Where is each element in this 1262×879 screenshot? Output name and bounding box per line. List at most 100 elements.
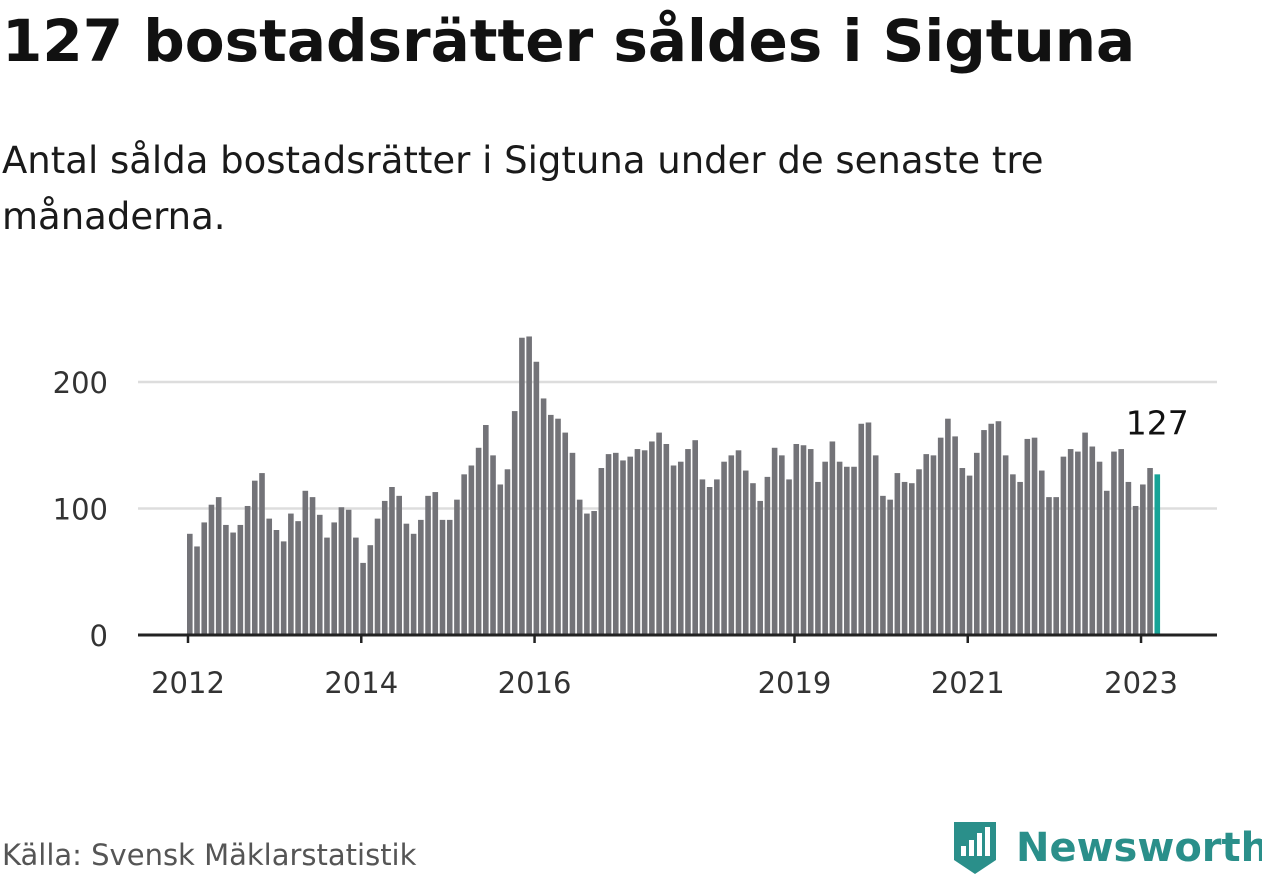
bar	[1002, 455, 1009, 635]
source-note: Källa: Svensk Mäklarstatistik	[2, 838, 417, 872]
bar	[786, 479, 792, 635]
bar	[454, 499, 460, 635]
bars	[187, 336, 1161, 636]
bar	[1096, 461, 1103, 635]
bar	[266, 518, 273, 635]
bar	[504, 469, 511, 635]
bar	[742, 470, 749, 635]
bar	[410, 533, 417, 635]
bar	[959, 468, 966, 635]
bar	[649, 441, 655, 635]
bar	[439, 519, 446, 635]
bar	[1067, 449, 1074, 635]
bar	[771, 447, 778, 635]
bar	[1017, 481, 1023, 635]
bar	[251, 480, 258, 635]
bar	[244, 505, 251, 635]
bar	[331, 522, 337, 635]
bar	[706, 487, 713, 635]
bar	[605, 454, 612, 635]
x-tick-label-2012: 2012	[151, 666, 225, 700]
bar	[432, 492, 439, 635]
bar	[497, 484, 504, 635]
bar	[511, 411, 518, 635]
bar	[295, 521, 301, 635]
bar	[194, 546, 200, 635]
bar	[1053, 497, 1059, 635]
bar	[909, 483, 915, 635]
bar	[988, 423, 995, 635]
bar	[612, 452, 619, 635]
bar	[215, 497, 222, 635]
bar	[201, 522, 208, 635]
bar	[930, 455, 937, 635]
bar	[685, 449, 691, 635]
bar	[937, 437, 944, 635]
bar	[288, 513, 294, 635]
bar	[627, 456, 634, 635]
bar	[598, 468, 605, 635]
bar	[692, 440, 698, 635]
bar	[273, 530, 280, 635]
bar	[1031, 437, 1038, 635]
bar	[858, 423, 865, 635]
bar	[526, 336, 532, 635]
bar	[1089, 446, 1096, 635]
brand-logo: Newsworthy	[950, 818, 1262, 878]
bar	[259, 473, 265, 635]
bar	[1010, 474, 1016, 635]
x-tick-label-2016: 2016	[498, 666, 572, 700]
bar	[519, 337, 525, 635]
x-tick-label-2023: 2023	[1104, 666, 1178, 700]
bar	[829, 441, 836, 635]
bar	[475, 447, 482, 635]
bar	[750, 483, 756, 635]
bar	[562, 432, 569, 635]
bar	[367, 545, 374, 635]
bar	[1118, 449, 1124, 635]
bar	[634, 449, 641, 635]
bar	[822, 461, 828, 635]
bar	[800, 445, 807, 635]
chart-title: 127 bostadsrätter såldes i Sigtuna	[2, 7, 1136, 75]
bar	[403, 523, 410, 635]
labels: 0 100 200 2012 2014 2016 2019 2021 2023 127	[53, 366, 1189, 700]
bar	[461, 474, 467, 635]
bar	[1125, 481, 1132, 635]
highlight-value-label: 127	[1126, 403, 1189, 442]
bar	[324, 537, 330, 635]
y-tick-label: 100	[53, 493, 108, 527]
bar	[1140, 484, 1146, 635]
bar	[302, 490, 309, 635]
bar	[836, 461, 843, 635]
bar	[468, 465, 475, 635]
bar	[865, 422, 872, 635]
bar	[844, 466, 850, 635]
x-tick-label-2021: 2021	[931, 666, 1005, 700]
bar	[1024, 438, 1031, 635]
newsworthy-logo-icon	[954, 822, 996, 874]
bar	[309, 497, 316, 635]
bar	[316, 514, 323, 635]
bar	[735, 450, 742, 635]
bar	[584, 513, 590, 635]
bar	[894, 473, 901, 635]
bar	[187, 533, 193, 635]
y-tick-label: 0	[90, 619, 108, 653]
bar	[945, 418, 951, 635]
bar	[995, 421, 1002, 635]
bar	[656, 432, 662, 635]
bar	[1147, 468, 1153, 635]
bar	[345, 509, 352, 635]
bar	[1046, 497, 1052, 635]
bar	[483, 425, 489, 635]
bar	[280, 541, 287, 635]
bar	[620, 460, 626, 635]
gridlines	[138, 380, 1217, 510]
bar	[230, 532, 236, 635]
bar	[670, 465, 677, 635]
bar	[851, 466, 857, 635]
bar	[353, 537, 359, 635]
bar	[555, 418, 561, 635]
bar	[793, 443, 800, 635]
